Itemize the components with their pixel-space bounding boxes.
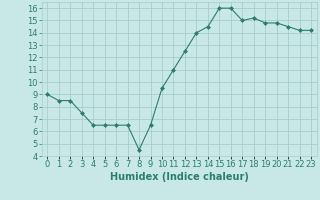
X-axis label: Humidex (Indice chaleur): Humidex (Indice chaleur) [110, 172, 249, 182]
